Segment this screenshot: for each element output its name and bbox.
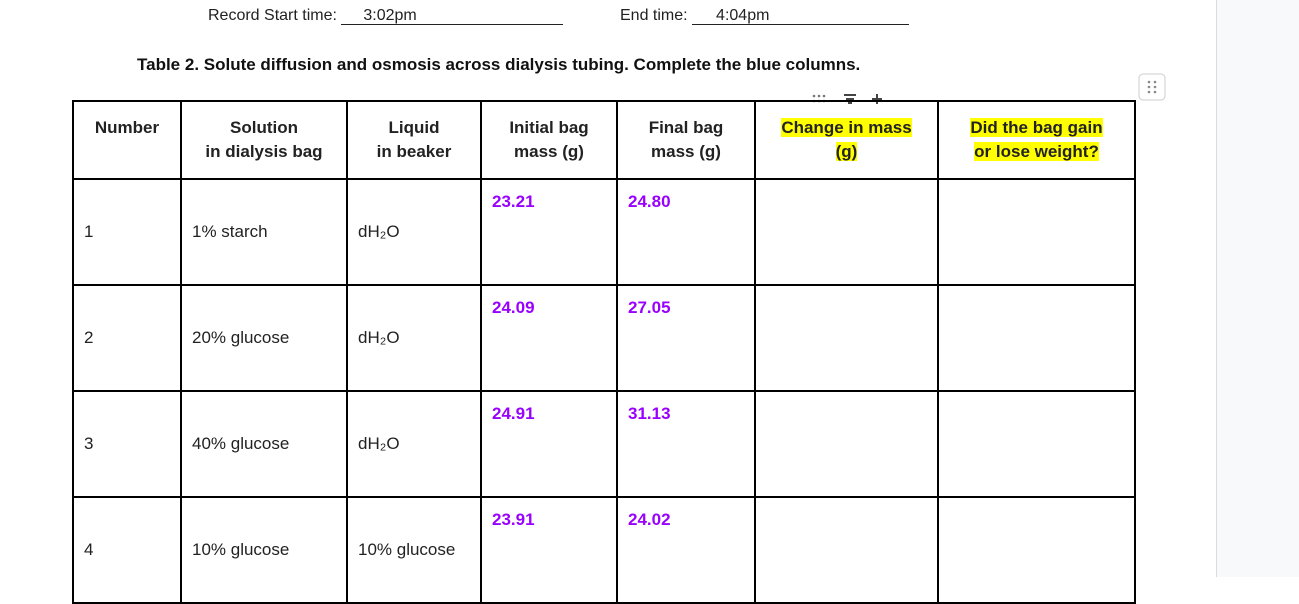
end-value: 4:04pm (692, 7, 910, 25)
column-header: Number (72, 100, 182, 180)
table-cell: 1% starch (180, 178, 348, 286)
table-cell: 20% glucose (180, 284, 348, 392)
table-cell: 24.09 (480, 284, 618, 392)
header-line: Initial bag (509, 118, 589, 137)
table-cell (754, 496, 939, 604)
table-title: Table 2. Solute diffusion and osmosis ac… (137, 55, 861, 74)
data-table: Number Solution in dialysis bag Liquid in be… (72, 100, 1136, 604)
table-cell (937, 496, 1136, 604)
column-header: Change in mass (g) (754, 100, 939, 180)
table-row: 2 20% glucose dH₂O 24.09 27.05 (72, 284, 1136, 392)
header-row: Number Solution in dialysis bag Liquid in be… (72, 100, 1136, 180)
table-cell: dH₂O (346, 178, 482, 286)
column-header: Liquid in beaker (346, 100, 482, 180)
start-value: 3:02pm (341, 7, 564, 25)
header-line: Solution (230, 118, 298, 137)
button-bg (1138, 73, 1166, 101)
table-cell: 3 (72, 390, 182, 498)
table-cell: 24.91 (480, 390, 618, 498)
grid-menu-button[interactable] (1138, 73, 1166, 101)
table-cell: 40% glucose (180, 390, 348, 498)
side-panel (1216, 0, 1299, 577)
table-cell (754, 178, 939, 286)
header-line: in dialysis bag (205, 142, 323, 161)
table-body: 1 1% starch dH₂O 23.21 24.80 2 20% glucose dH₂O… (72, 178, 1136, 604)
table-cell: 10% glucose (346, 496, 482, 604)
header-line: Liquid (388, 118, 440, 137)
header-line: or lose weight? (974, 142, 1099, 161)
dots (1147, 80, 1157, 94)
table-cell: 24.02 (616, 496, 756, 604)
table-cell: dH₂O (346, 284, 482, 392)
table-cell: 1 (72, 178, 182, 286)
table-cell: 10% glucose (180, 496, 348, 604)
table-cell (937, 390, 1136, 498)
column-header: Solution in dialysis bag (180, 100, 348, 180)
table-row: 3 40% glucose dH₂O 24.91 31.13 (72, 390, 1136, 498)
table-cell: 4 (72, 496, 182, 604)
header-line: mass (g) (514, 142, 584, 161)
header-line: Change in mass (781, 118, 912, 137)
table-cell: 27.05 (616, 284, 756, 392)
table-cell (754, 284, 939, 392)
header-line: mass (g) (651, 142, 721, 161)
header-line: Did the bag gain (970, 118, 1103, 137)
page: Record Start time: 3:02pm End time: 4:04… (72, 0, 1299, 604)
column-header: Final bag mass (g) (616, 100, 756, 180)
end-time: End time: 4:04pm (620, 7, 910, 25)
header-line: in beaker (376, 142, 452, 161)
column-header: Did the bag gain or lose weight? (937, 100, 1136, 180)
table-cell: 24.80 (616, 178, 756, 286)
start-label: Record Start time: (208, 7, 337, 24)
table-row: 1 1% starch dH₂O 23.21 24.80 (72, 178, 1136, 286)
table-cell: 23.91 (480, 496, 618, 604)
table-cell (937, 284, 1136, 392)
header-line: Number (94, 118, 160, 137)
table-cell (937, 178, 1136, 286)
header-line: Final bag (648, 118, 724, 137)
start-time: Record Start time: 3:02pm (208, 7, 564, 25)
header-line: (g) (835, 142, 858, 161)
end-label: End time: (620, 7, 688, 24)
table-cell: dH₂O (346, 390, 482, 498)
column-header: Initial bag mass (g) (480, 100, 618, 180)
table-cell: 2 (72, 284, 182, 392)
table-row: 4 10% glucose 10% glucose 23.91 24.02 (72, 496, 1136, 604)
table-cell (754, 390, 939, 498)
table-cell: 31.13 (616, 390, 756, 498)
table-cell: 23.21 (480, 178, 618, 286)
